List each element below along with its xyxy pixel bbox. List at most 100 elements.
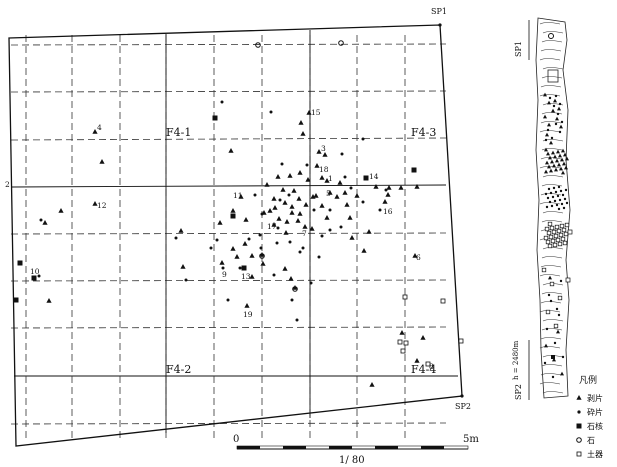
section-layers — [539, 22, 564, 394]
section-layer-line — [541, 112, 563, 115]
flake-symbol — [319, 203, 325, 208]
flake-symbol — [92, 129, 98, 134]
center-line-horizontal — [11, 184, 447, 188]
section-layer-line — [539, 274, 561, 277]
grid-line-h — [10, 326, 447, 329]
section-chip-symbol — [558, 130, 562, 134]
section-pottery-symbol — [564, 222, 570, 228]
sp2-marker: SP2 — [455, 394, 471, 411]
chip-symbol — [238, 266, 242, 270]
core-symbol — [230, 213, 236, 219]
artifact-number-label: 12 — [97, 201, 107, 210]
pottery-symbol — [403, 340, 409, 346]
section-pottery-symbol — [547, 221, 553, 227]
artifact-number-label: 2 — [5, 180, 10, 189]
section-pottery-symbol — [547, 243, 553, 249]
section-chip-symbol — [551, 375, 555, 379]
chip-symbol — [328, 208, 332, 212]
section-flake-symbol — [544, 147, 548, 152]
legend-pottery-icon — [576, 451, 582, 457]
chip-symbol — [320, 234, 324, 238]
section-flake-symbol — [553, 98, 557, 103]
section-flake-symbol — [564, 165, 568, 170]
flake-symbol — [414, 184, 420, 189]
section-chip-symbol — [550, 136, 554, 140]
section-layer-line — [539, 58, 561, 61]
section-layer-line — [542, 247, 564, 250]
section-pottery-symbol — [553, 233, 559, 239]
flake-symbol — [292, 285, 298, 290]
section-layer-line — [539, 94, 561, 97]
chip-symbol — [317, 255, 321, 259]
flake-symbol — [289, 204, 295, 209]
legend-item-label: 石核 — [587, 421, 603, 431]
excavation-grid — [10, 30, 458, 440]
section-flake-symbol — [544, 343, 548, 348]
section-chip-symbol — [546, 196, 550, 200]
section-pottery-symbol — [562, 240, 568, 246]
section-pottery-symbol — [549, 225, 555, 231]
flake-symbol — [228, 148, 234, 153]
section-feature — [547, 69, 559, 83]
flake-symbol — [300, 131, 306, 136]
flake-symbol — [306, 110, 312, 115]
flake-symbol — [313, 193, 319, 198]
section-layer-line — [542, 31, 564, 34]
chip-symbol — [184, 278, 188, 282]
section-elevation-label: h = 2480m — [512, 340, 520, 380]
flake-symbol — [283, 230, 289, 235]
section-chip-symbol — [555, 203, 559, 207]
flake-symbol — [217, 220, 223, 225]
chip-symbol — [339, 225, 343, 229]
flake-symbol — [385, 192, 391, 197]
chip-symbol — [272, 273, 276, 277]
section-chip-symbol — [550, 204, 554, 208]
artifact-number-label: 10 — [30, 267, 40, 276]
section-flake-symbol — [547, 164, 551, 169]
section-layer-line — [539, 130, 561, 133]
artifact-number-label: 19 — [243, 310, 253, 319]
section-flake-symbol — [548, 155, 552, 160]
section-chip-symbol — [560, 120, 564, 124]
artifact-number-label: 5 — [326, 189, 331, 198]
section-flake-symbol — [555, 158, 559, 163]
section-layer-line — [541, 328, 563, 331]
section-sp1-label: SP1 — [514, 41, 523, 57]
section-chip-symbol — [562, 206, 566, 210]
section-pottery-symbol — [557, 295, 563, 301]
artifact-number-label: 3 — [321, 144, 326, 153]
flake-symbol — [309, 226, 315, 231]
section-chip-symbol — [564, 188, 568, 192]
flake-symbol — [99, 159, 105, 164]
core-symbol — [13, 297, 19, 303]
artifact-number-label: 16 — [383, 207, 393, 216]
section-flake-symbol — [559, 166, 563, 171]
legend-item-label: 砕片 — [587, 407, 603, 417]
flake-symbol — [302, 224, 308, 229]
chip-symbol — [247, 237, 251, 241]
section-pottery-symbol — [541, 267, 547, 273]
flake-symbol — [344, 202, 350, 207]
section-layer-line — [539, 202, 561, 205]
flake-symbol — [249, 253, 255, 258]
section-chip-symbol — [545, 327, 549, 331]
section-chip-symbol — [546, 128, 550, 132]
chip-symbol — [221, 266, 225, 270]
section-pottery-symbol — [563, 231, 569, 237]
section-layer-line — [542, 175, 564, 178]
section-flake-symbol — [543, 114, 547, 119]
section-flake-symbol — [563, 152, 567, 157]
section-chip-symbol — [544, 192, 548, 196]
sp1-marker: SP1 — [431, 7, 447, 27]
flake-symbol — [412, 253, 418, 258]
section-layer-line — [541, 40, 563, 43]
chip-symbol — [340, 152, 344, 156]
section-chip-symbol — [543, 361, 547, 365]
artifact-number-label: 17 — [267, 222, 277, 231]
stone-symbol — [259, 253, 265, 259]
artifact-number-label: 11 — [233, 191, 243, 200]
flake-symbol — [230, 208, 236, 213]
section-layer-line — [541, 292, 563, 295]
chip-symbol — [276, 226, 280, 230]
section-pottery-symbol — [545, 309, 551, 315]
